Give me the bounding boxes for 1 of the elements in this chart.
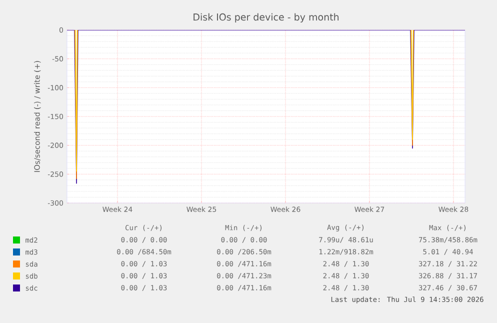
chart-title: Disk IOs per device - by month	[194, 13, 339, 22]
